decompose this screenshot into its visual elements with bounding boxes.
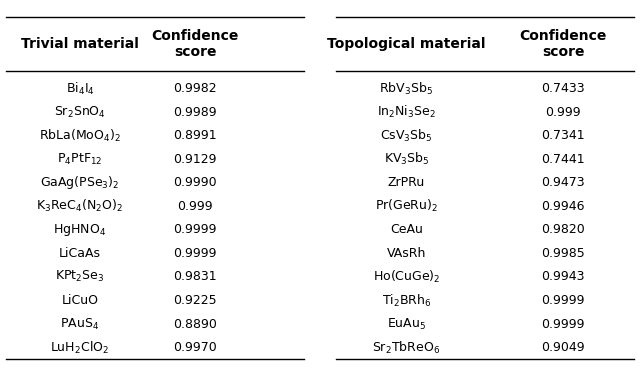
- Text: PAuS$_4$: PAuS$_4$: [60, 316, 100, 332]
- Text: K$_3$ReC$_4$(N$_2$O)$_2$: K$_3$ReC$_4$(N$_2$O)$_2$: [36, 198, 124, 214]
- Text: VAsRh: VAsRh: [387, 247, 426, 260]
- Text: 0.9831: 0.9831: [173, 270, 217, 283]
- Text: Ho(CuGe)$_2$: Ho(CuGe)$_2$: [372, 269, 440, 285]
- Text: CeAu: CeAu: [390, 223, 423, 236]
- Text: Confidence
score: Confidence score: [520, 29, 607, 59]
- Text: In$_2$Ni$_3$Se$_2$: In$_2$Ni$_3$Se$_2$: [377, 104, 436, 120]
- Text: CsV$_3$Sb$_5$: CsV$_3$Sb$_5$: [380, 128, 433, 144]
- Text: RbLa(MoO$_4$)$_2$: RbLa(MoO$_4$)$_2$: [39, 128, 121, 144]
- Text: 0.9049: 0.9049: [541, 341, 585, 354]
- Text: RbV$_3$Sb$_5$: RbV$_3$Sb$_5$: [380, 80, 433, 96]
- Text: EuAu$_5$: EuAu$_5$: [387, 316, 426, 332]
- Text: 0.7441: 0.7441: [541, 153, 585, 166]
- Text: 0.8890: 0.8890: [173, 318, 217, 331]
- Text: KV$_3$Sb$_5$: KV$_3$Sb$_5$: [383, 151, 429, 167]
- Text: LiCuO: LiCuO: [61, 294, 99, 307]
- Text: 0.9999: 0.9999: [173, 247, 217, 260]
- Text: 0.8991: 0.8991: [173, 129, 217, 142]
- Text: 0.9970: 0.9970: [173, 341, 217, 354]
- Text: 0.9946: 0.9946: [541, 200, 585, 213]
- Text: 0.9989: 0.9989: [173, 105, 217, 119]
- Text: 0.999: 0.999: [545, 105, 581, 119]
- Text: 0.9999: 0.9999: [541, 318, 585, 331]
- Text: Trivial material: Trivial material: [21, 37, 139, 51]
- Text: 0.9943: 0.9943: [541, 270, 585, 283]
- Text: 0.9473: 0.9473: [541, 176, 585, 189]
- Text: KPt$_2$Se$_3$: KPt$_2$Se$_3$: [55, 269, 105, 285]
- Text: Pr(GeRu)$_2$: Pr(GeRu)$_2$: [375, 198, 438, 214]
- Text: GaAg(PSe$_3$)$_2$: GaAg(PSe$_3$)$_2$: [40, 174, 120, 191]
- Text: LuH$_2$ClO$_2$: LuH$_2$ClO$_2$: [51, 340, 109, 356]
- Text: 0.9990: 0.9990: [173, 176, 217, 189]
- Text: 0.7341: 0.7341: [541, 129, 585, 142]
- Text: Sr$_2$TbReO$_6$: Sr$_2$TbReO$_6$: [372, 340, 440, 356]
- Text: 0.9999: 0.9999: [541, 294, 585, 307]
- Text: HgHNO$_4$: HgHNO$_4$: [54, 222, 106, 238]
- Text: P$_4$PtF$_{12}$: P$_4$PtF$_{12}$: [57, 151, 103, 167]
- Text: Bi$_4$I$_4$: Bi$_4$I$_4$: [65, 80, 95, 96]
- Text: 0.9982: 0.9982: [173, 82, 217, 95]
- Text: 0.9129: 0.9129: [173, 153, 217, 166]
- Text: Confidence
score: Confidence score: [152, 29, 239, 59]
- Text: 0.9999: 0.9999: [173, 223, 217, 236]
- Text: Ti$_2$BRh$_6$: Ti$_2$BRh$_6$: [381, 292, 431, 309]
- Text: Topological material: Topological material: [327, 37, 486, 51]
- Text: 0.9985: 0.9985: [541, 247, 585, 260]
- Text: LiCaAs: LiCaAs: [59, 247, 101, 260]
- Text: 0.9225: 0.9225: [173, 294, 217, 307]
- Text: 0.999: 0.999: [177, 200, 213, 213]
- Text: 0.7433: 0.7433: [541, 82, 585, 95]
- Text: Sr$_2$SnO$_4$: Sr$_2$SnO$_4$: [54, 104, 106, 120]
- Text: 0.9820: 0.9820: [541, 223, 585, 236]
- Text: ZrPRu: ZrPRu: [388, 176, 425, 189]
